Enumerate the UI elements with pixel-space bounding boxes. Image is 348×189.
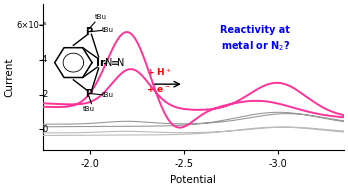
Text: 2: 2	[42, 90, 47, 99]
X-axis label: Potential: Potential	[170, 175, 216, 185]
Text: Reactivity at
metal or N$_2$?: Reactivity at metal or N$_2$?	[220, 25, 290, 53]
Text: 0: 0	[42, 125, 47, 134]
Text: + H$^+$: + H$^+$	[146, 66, 172, 78]
Text: + e$^-$: + e$^-$	[146, 84, 171, 94]
Text: 6×10⁻⁵: 6×10⁻⁵	[17, 21, 47, 29]
Y-axis label: Current: Current	[4, 57, 14, 97]
Text: 4: 4	[42, 55, 47, 64]
